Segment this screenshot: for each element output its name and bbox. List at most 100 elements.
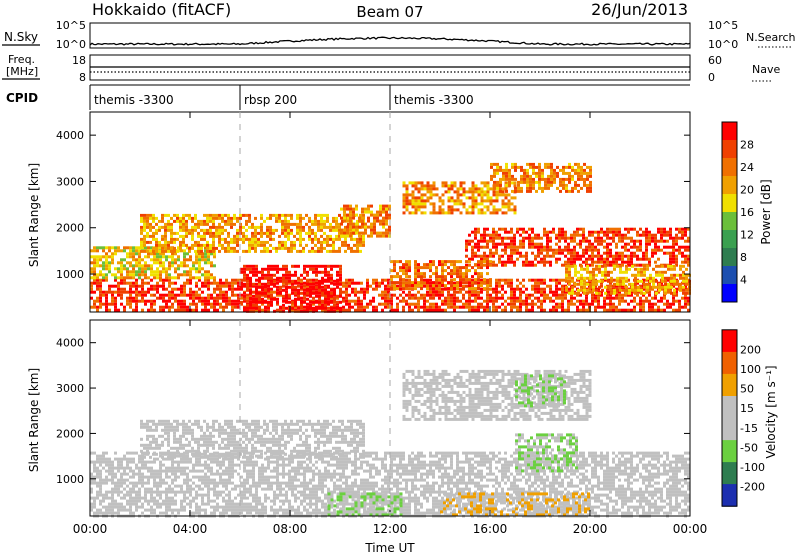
echo-cell [336, 294, 339, 298]
echo-cell [111, 246, 114, 250]
echo-cell [96, 481, 99, 485]
echo-cell [675, 308, 678, 312]
echo-cell [552, 305, 555, 309]
echo-cell [543, 254, 546, 258]
echo-cell [471, 284, 474, 288]
echo-cell [513, 305, 516, 309]
echo-cell [591, 242, 594, 246]
echo-cell [257, 225, 260, 229]
echo-cell [177, 463, 180, 467]
echo-cell [327, 273, 330, 277]
echo-cell [285, 270, 288, 274]
echo-cell [468, 260, 471, 264]
echo-cell [627, 242, 630, 246]
echo-cell [393, 281, 396, 285]
echo-cell [219, 290, 222, 294]
echo-cell [102, 246, 105, 250]
echo-cell [474, 251, 477, 255]
echo-cell [618, 254, 621, 258]
echo-cell [588, 254, 591, 258]
echo-cell [453, 290, 456, 294]
echo-cell [249, 297, 252, 301]
echo-cell [510, 281, 513, 285]
echo-cell [423, 184, 427, 188]
echo-cell [615, 227, 618, 231]
echo-cell [108, 261, 111, 265]
echo-cell [670, 285, 673, 289]
echo-cell [90, 487, 93, 491]
echo-cell [675, 236, 678, 240]
echo-cell [152, 237, 155, 241]
echo-cell [269, 231, 272, 235]
echo-cell [152, 246, 155, 250]
echo-cell [209, 219, 212, 223]
echo-cell [135, 284, 138, 288]
echo-cell [507, 278, 510, 282]
echo-cell [540, 257, 543, 261]
echo-cell [248, 249, 251, 253]
echo-cell [207, 276, 210, 280]
echo-cell [672, 236, 675, 240]
echo-cell [135, 278, 138, 282]
echo-cell [441, 284, 444, 288]
echo-cell [249, 282, 252, 286]
echo-cell [643, 264, 646, 268]
echo-cell [636, 233, 639, 237]
echo-cell [324, 306, 327, 310]
echo-cell [591, 257, 594, 261]
echo-cell [595, 282, 598, 286]
echo-cell [495, 284, 498, 288]
echo-cell [204, 249, 207, 253]
echo-cell [180, 487, 183, 491]
echo-cell [519, 290, 522, 294]
echo-cell [459, 260, 462, 264]
echo-cell [285, 296, 288, 300]
echo-cell [505, 165, 508, 169]
echo-cell [120, 264, 123, 268]
echo-cell [179, 219, 182, 223]
echo-cell [255, 267, 258, 271]
echo-cell [234, 302, 237, 306]
echo-cell [387, 296, 390, 300]
echo-cell [591, 263, 594, 267]
echo-cell [447, 293, 450, 297]
echo-cell [664, 279, 667, 283]
echo-cell [126, 502, 129, 506]
echo-cell [336, 285, 339, 289]
echo-cell [93, 278, 96, 282]
echo-cell [501, 187, 505, 191]
echo-cell [93, 305, 96, 309]
echo-cell [570, 302, 573, 306]
echo-cell [642, 308, 645, 312]
echo-cell [210, 261, 213, 265]
echo-cell [126, 463, 129, 467]
echo-cell [648, 308, 651, 312]
echo-cell [373, 231, 376, 235]
echo-cell [312, 291, 315, 295]
echo-cell [370, 204, 373, 208]
echo-cell [105, 255, 108, 259]
echo-cell [502, 171, 505, 175]
echo-cell [447, 190, 451, 194]
echo-cell [123, 264, 126, 268]
echo-cell [522, 278, 525, 282]
echo-cell [438, 278, 441, 282]
echo-cell [185, 231, 188, 235]
echo-cell [468, 305, 471, 309]
echo-cell [504, 181, 508, 185]
echo-cell [513, 290, 516, 294]
echo-cell [96, 508, 99, 512]
echo-cell [141, 496, 144, 500]
echo-cell [480, 187, 484, 191]
echo-cell [510, 181, 514, 185]
echo-cell [105, 478, 108, 482]
echo-cell [99, 246, 102, 250]
echo-cell [355, 225, 358, 229]
echo-cell [370, 234, 373, 238]
echo-cell [678, 248, 681, 252]
echo-cell [93, 466, 96, 470]
echo-cell [405, 272, 408, 276]
echo-cell [135, 308, 138, 312]
echo-cell [432, 296, 435, 300]
